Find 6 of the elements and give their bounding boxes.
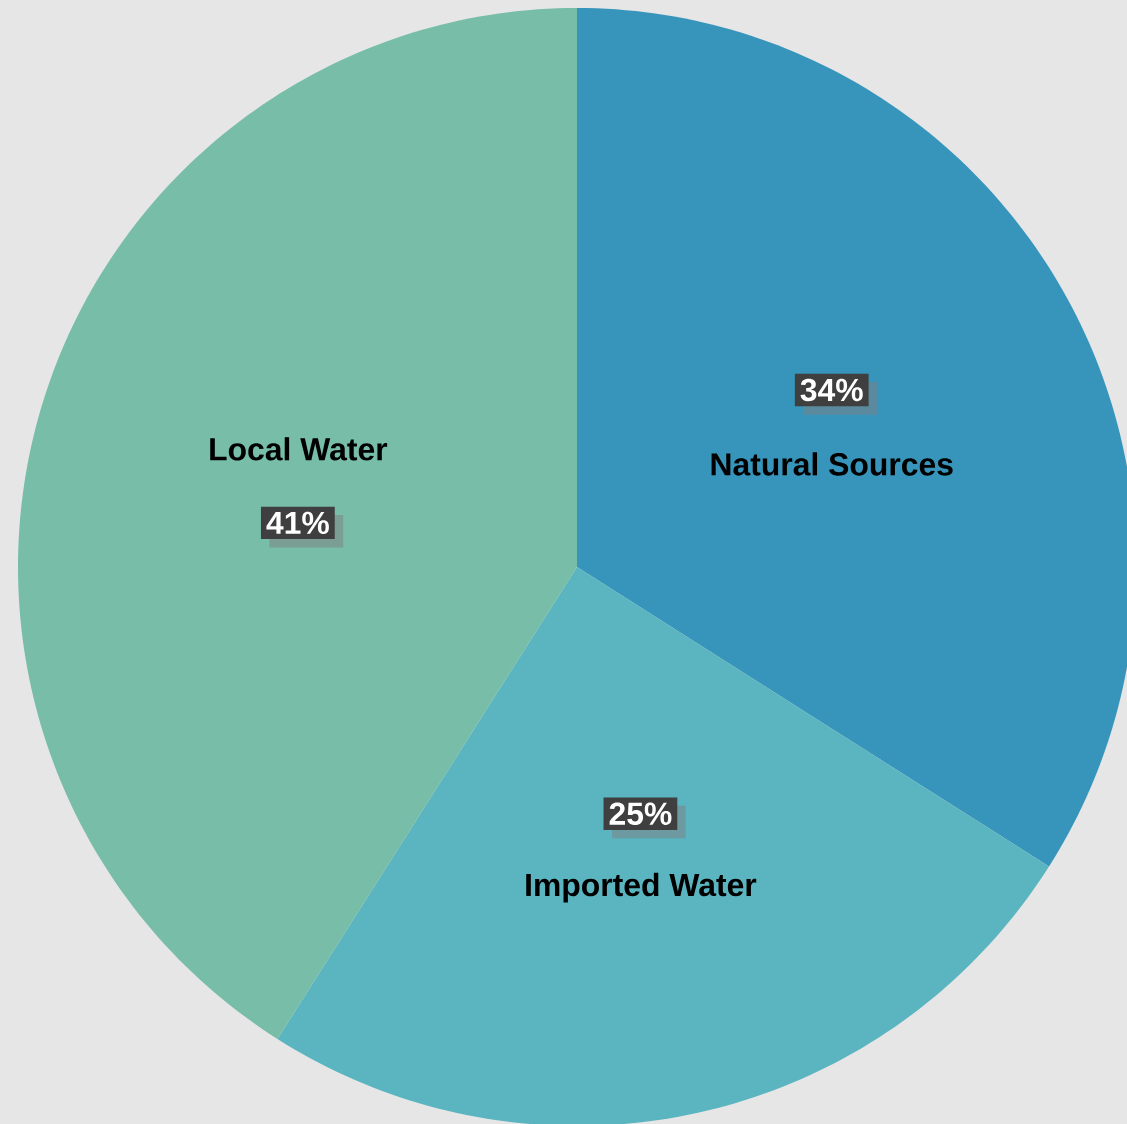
data-label: 41% [266, 511, 329, 535]
data-label: 25% [609, 802, 672, 825]
slice-label: Local Water [210, 437, 388, 461]
data-label: 34% [800, 378, 863, 402]
slice-label: Imported Water [526, 872, 757, 903]
slice-label: Natural Sources [711, 452, 953, 476]
